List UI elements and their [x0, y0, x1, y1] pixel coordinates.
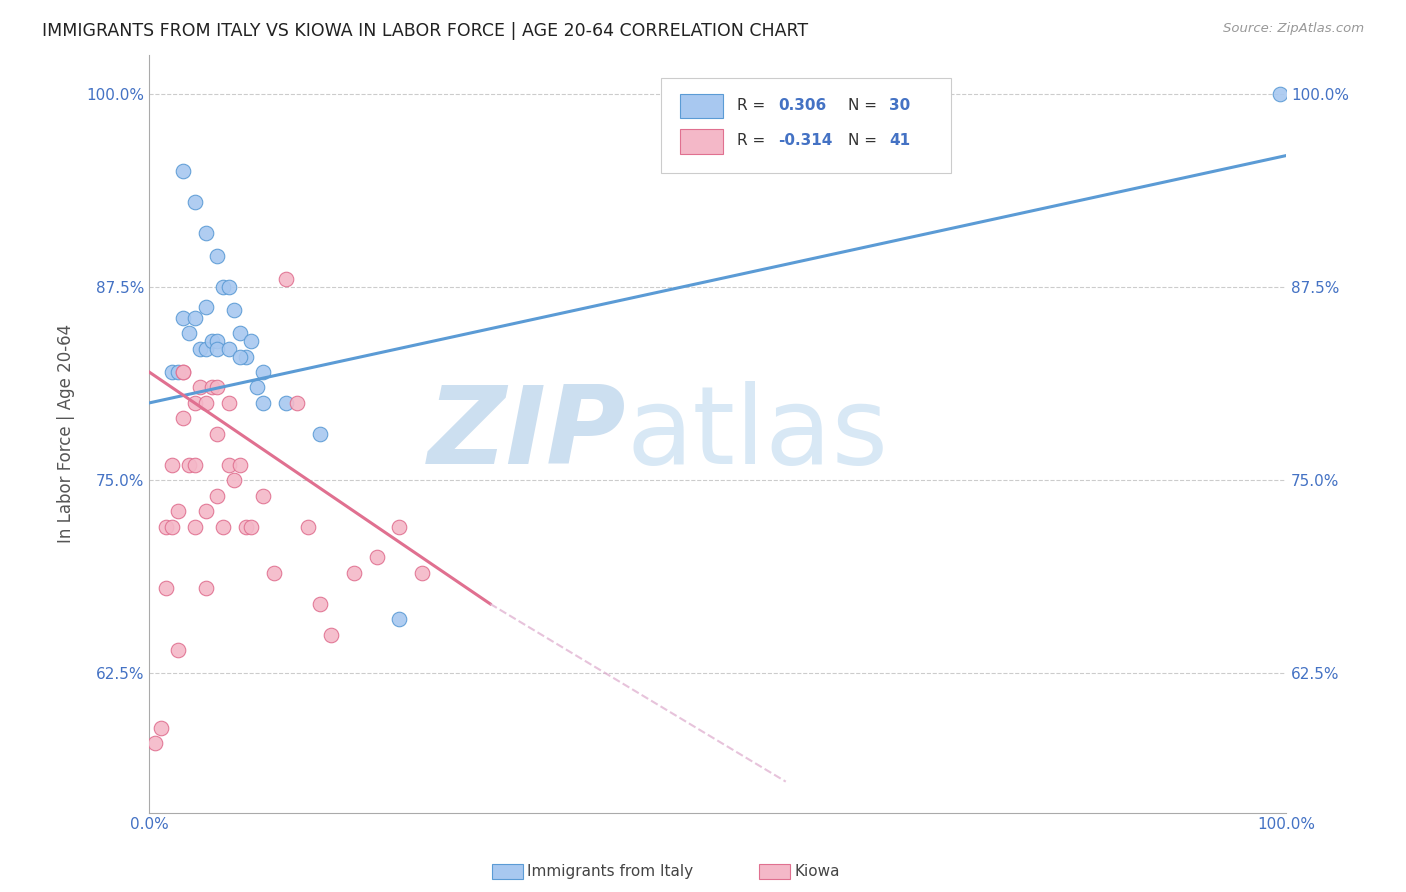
- Point: [229, 326, 252, 341]
- Point: [235, 350, 257, 364]
- Y-axis label: In Labor Force | Age 20-64: In Labor Force | Age 20-64: [58, 325, 75, 543]
- Point: [183, 194, 205, 209]
- Point: [297, 519, 319, 533]
- Point: [207, 249, 229, 263]
- Point: [183, 396, 205, 410]
- Text: R =: R =: [737, 98, 770, 113]
- Point: [172, 365, 194, 379]
- Point: [224, 473, 246, 487]
- Point: [207, 380, 229, 394]
- Point: [274, 272, 297, 286]
- Point: [143, 736, 166, 750]
- Point: [172, 164, 194, 178]
- Point: [319, 628, 342, 642]
- Text: ZIP: ZIP: [429, 381, 627, 487]
- Point: [155, 582, 177, 596]
- Point: [224, 303, 246, 318]
- Point: [172, 365, 194, 379]
- Point: [263, 566, 285, 580]
- Point: [201, 380, 224, 394]
- Point: [207, 334, 229, 348]
- Point: [212, 519, 235, 533]
- Point: [207, 489, 229, 503]
- Point: [212, 280, 235, 294]
- Bar: [681, 94, 723, 118]
- Point: [343, 566, 366, 580]
- Point: [195, 226, 218, 240]
- Text: Source: ZipAtlas.com: Source: ZipAtlas.com: [1223, 22, 1364, 36]
- Point: [252, 396, 274, 410]
- Point: [166, 504, 188, 518]
- Point: [308, 426, 330, 441]
- Point: [195, 582, 218, 596]
- Point: [218, 396, 240, 410]
- Point: [195, 504, 218, 518]
- Point: [218, 342, 240, 356]
- Point: [160, 458, 183, 472]
- Point: [195, 396, 218, 410]
- Point: [218, 280, 240, 294]
- Text: N =: N =: [848, 98, 882, 113]
- Bar: [681, 129, 723, 153]
- Point: [229, 350, 252, 364]
- Point: [172, 411, 194, 425]
- Text: Immigrants from Italy: Immigrants from Italy: [527, 864, 693, 879]
- Point: [172, 310, 194, 325]
- Point: [207, 342, 229, 356]
- Point: [388, 519, 411, 533]
- Text: 41: 41: [889, 133, 910, 148]
- Point: [246, 380, 269, 394]
- Point: [183, 310, 205, 325]
- Point: [308, 597, 330, 611]
- Point: [160, 519, 183, 533]
- Point: [160, 365, 183, 379]
- FancyBboxPatch shape: [661, 78, 950, 172]
- Point: [201, 334, 224, 348]
- Text: 0.306: 0.306: [778, 98, 827, 113]
- Point: [411, 566, 433, 580]
- Text: N =: N =: [848, 133, 882, 148]
- Point: [183, 519, 205, 533]
- Point: [1270, 87, 1292, 101]
- Point: [177, 458, 200, 472]
- Point: [285, 396, 308, 410]
- Point: [195, 342, 218, 356]
- Text: -0.314: -0.314: [778, 133, 832, 148]
- Point: [252, 489, 274, 503]
- Text: R =: R =: [737, 133, 770, 148]
- Point: [388, 612, 411, 626]
- Point: [195, 300, 218, 314]
- Point: [274, 396, 297, 410]
- Point: [188, 380, 211, 394]
- Point: [166, 643, 188, 657]
- Point: [235, 519, 257, 533]
- Text: atlas: atlas: [627, 381, 889, 487]
- Point: [166, 365, 188, 379]
- Point: [252, 365, 274, 379]
- Point: [229, 458, 252, 472]
- Point: [177, 326, 200, 341]
- Point: [155, 519, 177, 533]
- Point: [218, 458, 240, 472]
- Point: [207, 426, 229, 441]
- Point: [366, 550, 388, 565]
- Point: [240, 519, 263, 533]
- Point: [240, 334, 263, 348]
- Point: [183, 458, 205, 472]
- Point: [149, 721, 172, 735]
- Point: [188, 342, 211, 356]
- Text: Kiowa: Kiowa: [794, 864, 839, 879]
- Text: 30: 30: [889, 98, 911, 113]
- Text: IMMIGRANTS FROM ITALY VS KIOWA IN LABOR FORCE | AGE 20-64 CORRELATION CHART: IMMIGRANTS FROM ITALY VS KIOWA IN LABOR …: [42, 22, 808, 40]
